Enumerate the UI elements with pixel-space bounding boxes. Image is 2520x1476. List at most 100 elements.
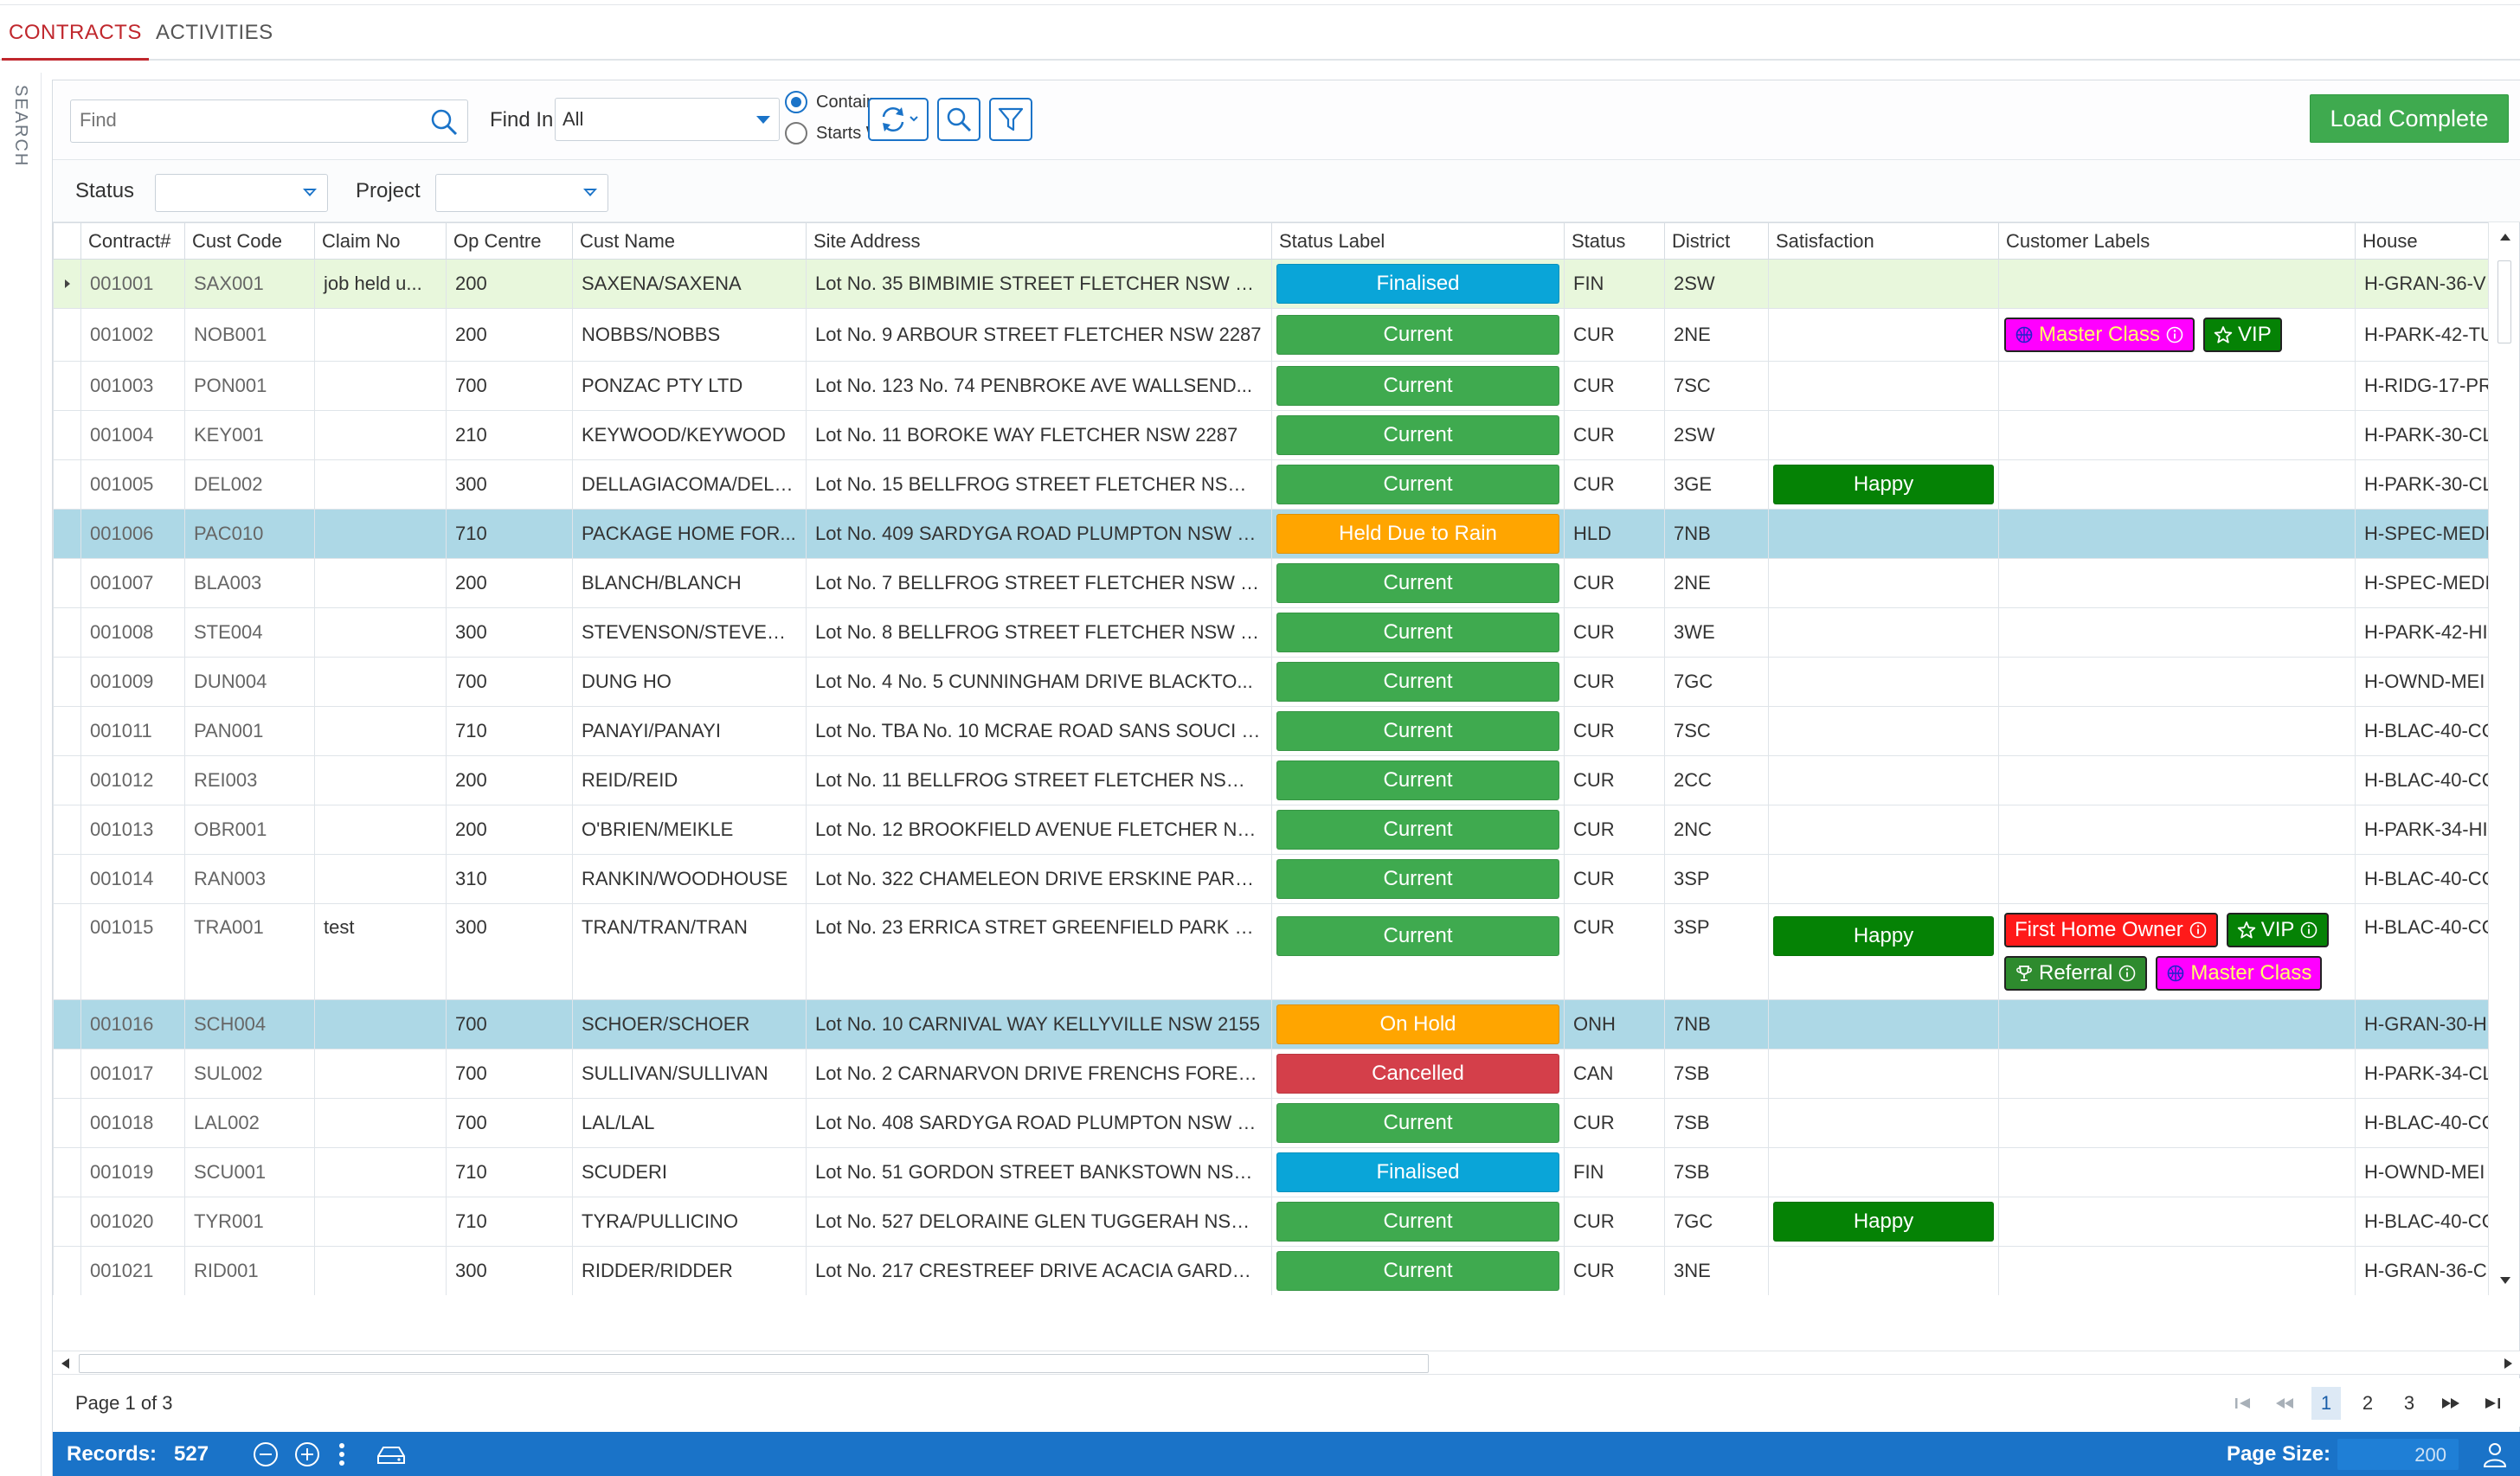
site-address-cell[interactable]: Lot No. TBA No. 10 MCRAE ROAD SANS SOUCI… [806, 706, 1272, 756]
column-header-satisfaction[interactable]: Satisfaction [1768, 222, 1999, 260]
row-indicator[interactable] [53, 657, 81, 707]
customer-labels-cell[interactable] [1998, 1098, 2356, 1148]
table-row[interactable]: 001015 TRA001 test 300 TRAN/TRAN/TRAN Lot No.… [53, 903, 2489, 1000]
house-cell[interactable]: H-SPEC-MEDI [2355, 509, 2489, 559]
status-cell[interactable]: FIN [1564, 1147, 1665, 1197]
site-address-cell[interactable]: Lot No. 8 BELLFROG STREET FLETCHER NSW 2… [806, 607, 1272, 658]
claim-no-cell[interactable] [314, 509, 447, 559]
district-cell[interactable]: 7NB [1664, 999, 1769, 1049]
cust-name-cell[interactable]: REID/REID [572, 755, 807, 805]
site-address-cell[interactable]: Lot No. 10 CARNIVAL WAY KELLYVILLE NSW 2… [806, 999, 1272, 1049]
cust-code-cell[interactable]: KEY001 [184, 410, 315, 460]
table-row[interactable]: 001009 DUN004 700 DUNG HO Lot No. 4 No. 5 CU… [53, 657, 2489, 707]
contract-cell[interactable]: 001005 [80, 459, 185, 510]
house-cell[interactable]: H-BLAC-40-CC [2355, 854, 2489, 904]
contract-cell[interactable]: 001011 [80, 706, 185, 756]
house-cell[interactable]: H-PARK-34-HI [2355, 805, 2489, 855]
status-label-cell[interactable]: Current [1271, 459, 1565, 510]
refresh-button[interactable] [868, 98, 929, 141]
contract-cell[interactable]: 001015 [80, 903, 185, 1000]
customer-labels-cell[interactable] [1998, 805, 2356, 855]
more-vertical-icon[interactable] [335, 1441, 349, 1468]
satisfaction-cell[interactable] [1768, 1147, 1999, 1197]
district-cell[interactable]: 7SB [1664, 1049, 1769, 1099]
house-cell[interactable]: H-BLAC-40-CC [2355, 706, 2489, 756]
house-cell[interactable]: H-PARK-30-CL [2355, 410, 2489, 460]
house-cell[interactable]: H-PARK-42-TU [2355, 308, 2489, 362]
status-label-cell[interactable]: Current [1271, 1197, 1565, 1247]
column-header-contract[interactable]: Contract# [80, 222, 185, 260]
status-label-cell[interactable]: Cancelled [1271, 1049, 1565, 1099]
op-centre-cell[interactable]: 700 [446, 1049, 573, 1099]
info-icon[interactable] [2165, 325, 2184, 344]
find-input[interactable] [71, 100, 400, 140]
site-address-cell[interactable]: Lot No. 15 BELLFROG STREET FLETCHER NSW … [806, 459, 1272, 510]
op-centre-cell[interactable]: 300 [446, 607, 573, 658]
page-2-button[interactable]: 2 [2362, 1392, 2374, 1414]
cust-name-cell[interactable]: NOBBS/NOBBS [572, 308, 807, 362]
status-cell[interactable]: CUR [1564, 854, 1665, 904]
prev-page-icon[interactable] [2270, 1387, 2299, 1420]
op-centre-cell[interactable]: 710 [446, 1147, 573, 1197]
site-address-cell[interactable]: Lot No. 9 ARBOUR STREET FLETCHER NSW 228… [806, 308, 1272, 362]
status-label-cell[interactable]: Current [1271, 1246, 1565, 1295]
page-1-button[interactable]: 1 [2311, 1387, 2341, 1420]
status-cell[interactable]: CUR [1564, 1197, 1665, 1247]
last-page-icon[interactable] [2478, 1387, 2507, 1420]
row-indicator[interactable] [53, 1098, 81, 1148]
house-cell[interactable]: H-BLAC-40-CC [2355, 903, 2489, 1000]
customer-labels-cell[interactable] [1998, 259, 2356, 309]
district-cell[interactable]: 7SB [1664, 1098, 1769, 1148]
claim-no-cell[interactable] [314, 361, 447, 411]
satisfaction-cell[interactable] [1768, 1246, 1999, 1295]
satisfaction-cell[interactable] [1768, 410, 1999, 460]
status-cell[interactable]: CUR [1564, 607, 1665, 658]
contract-cell[interactable]: 001017 [80, 1049, 185, 1099]
customer-labels-cell[interactable]: First Home Owner VIP Referral Master Class [1998, 903, 2356, 1000]
satisfaction-cell[interactable] [1768, 999, 1999, 1049]
vertical-scroll-thumb[interactable] [2498, 260, 2511, 343]
table-row[interactable]: 001016 SCH004 700 SCHOER/SCHOER Lot No. 10 C… [53, 999, 2489, 1049]
house-cell[interactable]: H-BLAC-40-CC [2355, 1197, 2489, 1247]
table-row[interactable]: 001021 RID001 300 RIDDER/RIDDER Lot No. 217 … [53, 1246, 2489, 1295]
expand-all-icon[interactable] [293, 1441, 321, 1468]
customer-labels-cell[interactable] [1998, 657, 2356, 707]
claim-no-cell[interactable] [314, 657, 447, 707]
row-indicator[interactable] [53, 1246, 81, 1295]
satisfaction-cell[interactable] [1768, 854, 1999, 904]
status-label-cell[interactable]: Current [1271, 805, 1565, 855]
district-cell[interactable]: 3SP [1664, 854, 1769, 904]
contract-cell[interactable]: 001016 [80, 999, 185, 1049]
claim-no-cell[interactable] [314, 706, 447, 756]
row-indicator[interactable] [53, 558, 81, 608]
status-label-cell[interactable]: Current [1271, 903, 1565, 1000]
district-cell[interactable]: 3GE [1664, 459, 1769, 510]
column-header-cust-name[interactable]: Cust Name [572, 222, 807, 260]
op-centre-cell[interactable]: 700 [446, 1098, 573, 1148]
satisfaction-cell[interactable] [1768, 259, 1999, 309]
contract-cell[interactable]: 001002 [80, 308, 185, 362]
cust-code-cell[interactable]: SUL002 [184, 1049, 315, 1099]
house-cell[interactable]: H-OWND-MEI [2355, 1147, 2489, 1197]
radio-starts-with-button[interactable] [785, 122, 807, 144]
status-cell[interactable]: CUR [1564, 755, 1665, 805]
cust-code-cell[interactable]: PAN001 [184, 706, 315, 756]
house-cell[interactable]: H-PARK-42-HI [2355, 607, 2489, 658]
status-cell[interactable]: CUR [1564, 410, 1665, 460]
status-cell[interactable]: CUR [1564, 361, 1665, 411]
satisfaction-cell[interactable] [1768, 1049, 1999, 1099]
vertical-scrollbar[interactable] [2488, 222, 2519, 1295]
find-in-select[interactable]: All [555, 98, 780, 141]
contract-cell[interactable]: 001021 [80, 1246, 185, 1295]
customer-labels-cell[interactable] [1998, 509, 2356, 559]
status-cell[interactable]: CUR [1564, 805, 1665, 855]
satisfaction-cell[interactable] [1768, 657, 1999, 707]
project-filter-select[interactable] [435, 174, 608, 212]
page-3-button[interactable]: 3 [2403, 1392, 2415, 1414]
customer-label-tag[interactable]: VIP [2203, 318, 2282, 352]
satisfaction-cell[interactable]: Happy [1768, 1197, 1999, 1247]
house-cell[interactable]: H-SPEC-MEDI [2355, 558, 2489, 608]
row-indicator[interactable] [53, 459, 81, 510]
collapse-all-icon[interactable] [252, 1441, 280, 1468]
cust-name-cell[interactable]: STEVENSON/STEVENS... [572, 607, 807, 658]
